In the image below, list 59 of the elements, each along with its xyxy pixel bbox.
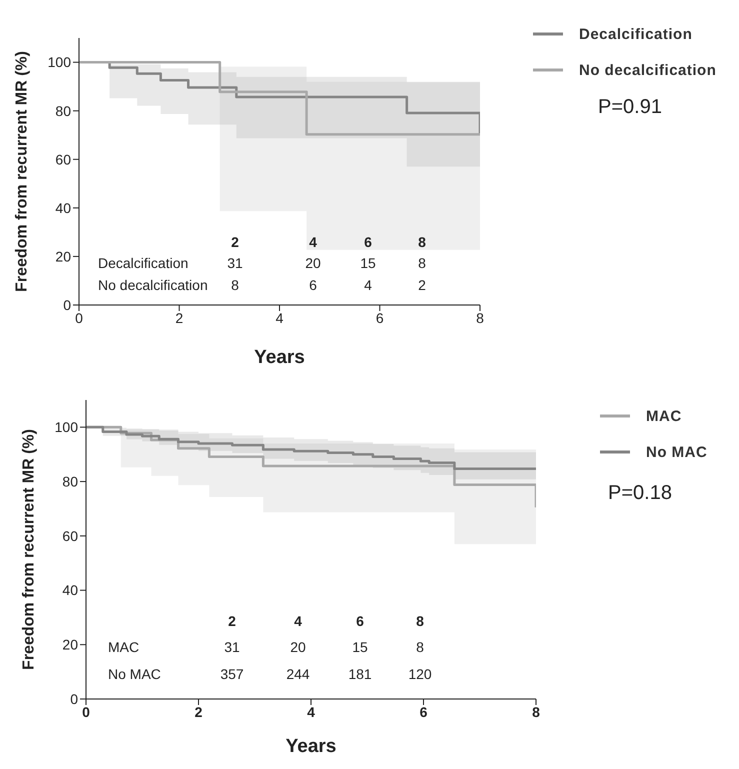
annotation: 244 bbox=[285, 666, 311, 682]
x-tick-label: 6 bbox=[420, 704, 428, 720]
annotation: 6 bbox=[363, 234, 373, 250]
y-tick-label: 100 bbox=[54, 419, 78, 436]
annotation: 6 bbox=[355, 613, 365, 629]
y-tick-label: 40 bbox=[55, 200, 72, 216]
annotation: 2 bbox=[230, 234, 240, 250]
legend-label: Decalcification bbox=[579, 26, 692, 42]
annotation: 4 bbox=[308, 234, 318, 250]
annotation: 31 bbox=[226, 255, 244, 271]
x-tick-label: 8 bbox=[476, 310, 484, 326]
annotation: 4 bbox=[293, 613, 303, 629]
annotation: Decalcification bbox=[98, 255, 188, 271]
text: P=0.18 bbox=[608, 482, 672, 505]
annotation: 31 bbox=[223, 639, 241, 655]
x-tick-label: 4 bbox=[307, 704, 316, 720]
y-tick-label: 0 bbox=[70, 690, 78, 707]
x-tick-label: 8 bbox=[532, 704, 540, 720]
legend-label: MAC bbox=[646, 408, 682, 424]
legend-label: No MAC bbox=[646, 444, 708, 460]
y-tick-label: 40 bbox=[62, 582, 78, 598]
annotation: 4 bbox=[363, 277, 373, 293]
annotation: 8 bbox=[415, 639, 425, 655]
x-axis-title: Years bbox=[254, 347, 305, 368]
annotation: No decalcification bbox=[98, 277, 208, 293]
annotation: 120 bbox=[407, 666, 433, 682]
x-tick-label: 2 bbox=[175, 310, 184, 326]
annotation: 181 bbox=[347, 666, 373, 682]
x-tick-label: 2 bbox=[194, 704, 203, 720]
annotation: 2 bbox=[227, 613, 237, 629]
y-tick-label: 60 bbox=[62, 528, 78, 544]
annotation: MAC bbox=[108, 639, 140, 655]
y-tick-label: 60 bbox=[55, 151, 72, 168]
annotation: 6 bbox=[308, 277, 318, 293]
annotation: 15 bbox=[359, 255, 377, 271]
annotation: 2 bbox=[417, 277, 427, 293]
annotation: 8 bbox=[417, 234, 427, 250]
annotation: 20 bbox=[304, 255, 322, 271]
x-tick-label: 6 bbox=[376, 310, 384, 326]
annotation: 15 bbox=[351, 639, 369, 655]
annotation: No MAC bbox=[108, 666, 161, 682]
y-tick-label: 0 bbox=[63, 296, 72, 313]
y-tick-label: 20 bbox=[55, 248, 72, 264]
x-axis-title: Years bbox=[286, 736, 336, 757]
y-tick-label: 80 bbox=[55, 102, 72, 119]
legend-label: No decalcification bbox=[579, 62, 716, 78]
y-tick-label: 80 bbox=[62, 474, 78, 490]
x-tick-label: 0 bbox=[82, 704, 90, 720]
text: P=0.91 bbox=[598, 96, 662, 119]
annotation: 357 bbox=[219, 666, 245, 682]
y-tick-label: 100 bbox=[48, 54, 72, 70]
annotation: 8 bbox=[230, 277, 240, 293]
x-tick-label: 4 bbox=[276, 310, 284, 326]
annotation: 20 bbox=[289, 639, 307, 655]
y-tick-label: 20 bbox=[62, 636, 78, 653]
y-axis-title: Freedom from recurrent MR (%) bbox=[20, 429, 38, 670]
annotation: 8 bbox=[417, 255, 427, 271]
y-axis-title: Freedom from recurrent MR (%) bbox=[14, 51, 31, 292]
annotation: 8 bbox=[415, 613, 425, 629]
